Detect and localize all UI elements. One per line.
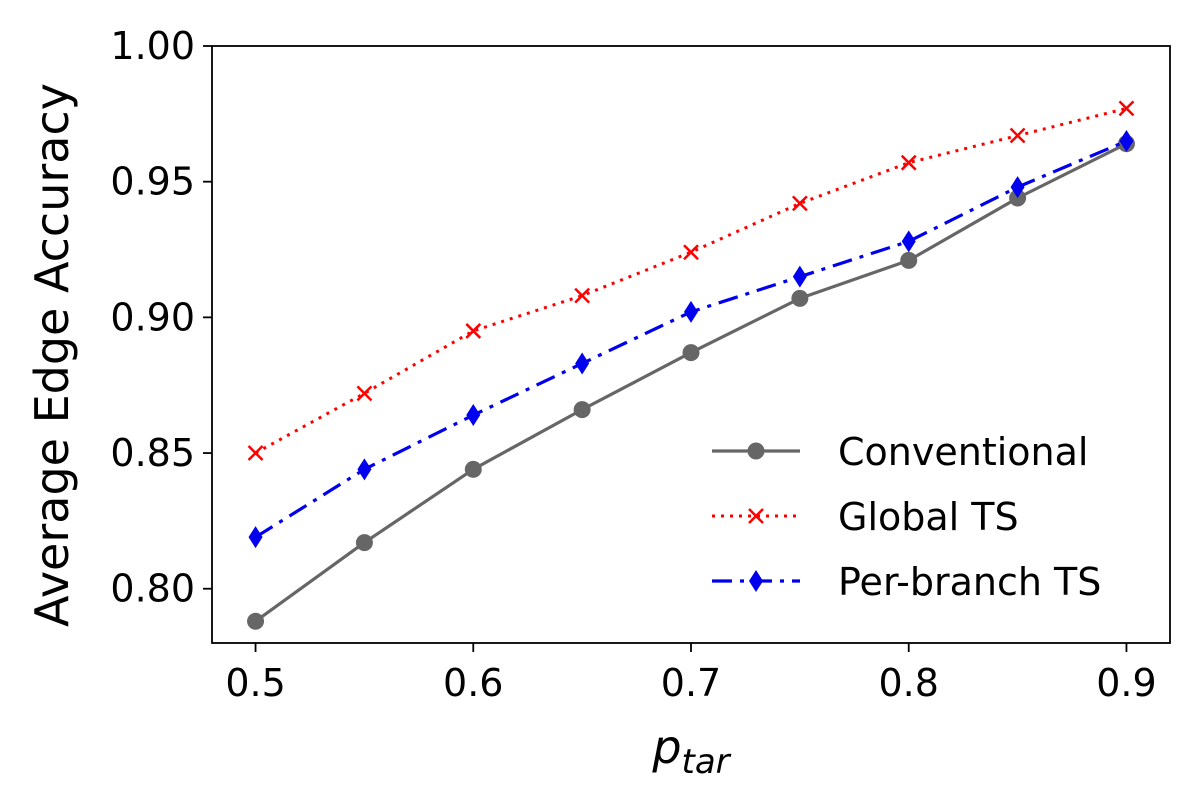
legend-label-per-branch-ts: Per-branch TS: [838, 560, 1101, 604]
y-tick-label: 0.85: [110, 431, 195, 475]
data-point-per-branch-ts: [466, 404, 481, 427]
y-tick-label: 0.80: [110, 567, 195, 611]
y-tick-label: 1.00: [110, 24, 195, 68]
data-point-per-branch-ts: [1119, 129, 1134, 152]
y-tick-label: 0.90: [110, 295, 195, 339]
data-point-global-ts: [791, 195, 808, 212]
data-point-conventional: [573, 401, 591, 419]
data-point-global-ts: [900, 154, 917, 171]
legend-marker-per-branch-ts: [749, 570, 763, 592]
legend-label-global-ts: Global TS: [838, 495, 1019, 539]
data-point-per-branch-ts: [792, 265, 807, 288]
y-tick-label: 0.95: [110, 160, 195, 204]
series-line-global-ts: [254, 106, 1127, 455]
data-point-conventional: [464, 460, 482, 478]
x-tick-label: 0.9: [1096, 661, 1156, 705]
data-point-per-branch-ts: [248, 526, 263, 549]
x-tick-label: 0.8: [879, 661, 939, 705]
data-point-per-branch-ts: [684, 300, 698, 323]
legend-label-conventional: Conventional: [838, 430, 1088, 474]
data-point-per-branch-ts: [901, 230, 916, 253]
series-line-conventional: [254, 142, 1128, 623]
data-point-conventional: [900, 251, 918, 269]
series-line-per-branch-ts: [254, 139, 1128, 539]
legend-marker-global-ts: [748, 508, 764, 524]
data-point-per-branch-ts: [1010, 176, 1025, 199]
x-tick-label: 0.6: [443, 661, 503, 705]
data-point-global-ts: [356, 385, 373, 402]
data-point-conventional: [355, 534, 373, 552]
data-point-global-ts: [1118, 100, 1135, 117]
data-point-per-branch-ts: [575, 352, 590, 375]
data-point-conventional: [682, 344, 700, 362]
data-point-conventional: [247, 612, 265, 630]
data-point-global-ts: [574, 287, 591, 304]
data-point-global-ts: [465, 323, 482, 339]
data-point-per-branch-ts: [357, 458, 372, 481]
data-point-global-ts: [683, 244, 699, 261]
plot-marks: [247, 100, 1135, 630]
y-axis-label: Average Edge Accuracy: [25, 83, 79, 627]
legend: Conventional Global TS Per-branch TS: [712, 430, 1101, 604]
y-axis-ticks: 0.80 0.85 0.90 0.95 1.00: [110, 24, 212, 611]
x-axis-label: ptar: [651, 720, 731, 782]
data-point-global-ts: [247, 445, 264, 461]
x-tick-label: 0.7: [661, 661, 721, 705]
legend-marker-conventional: [747, 442, 765, 460]
data-point-conventional: [791, 289, 809, 307]
x-axis-ticks: 0.5 0.6 0.7 0.8 0.9: [225, 643, 1157, 705]
data-point-global-ts: [1009, 127, 1026, 144]
x-tick-label: 0.5: [225, 661, 285, 705]
